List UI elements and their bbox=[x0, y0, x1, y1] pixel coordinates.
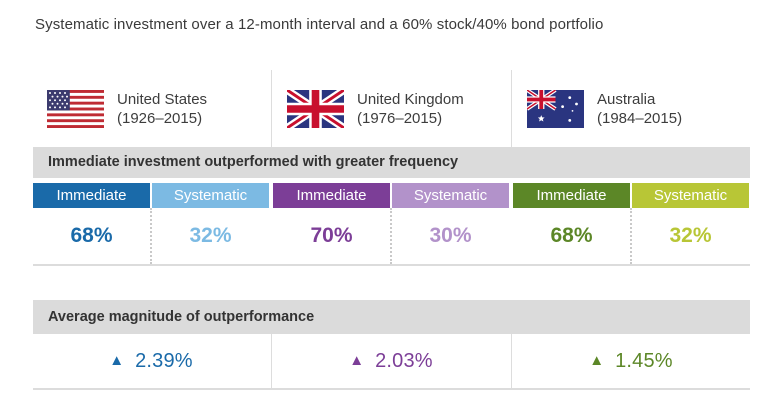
up-triangle-icon: ▲ bbox=[109, 351, 125, 369]
us-immediate-header: Immediate bbox=[33, 183, 150, 208]
country-name: Australia bbox=[597, 90, 656, 108]
column-divider bbox=[269, 334, 273, 388]
up-triangle-icon: ▲ bbox=[589, 351, 605, 369]
uk-immediate-value: 70% bbox=[310, 224, 353, 247]
uk-systematic-header: Systematic bbox=[392, 183, 509, 208]
column-divider bbox=[269, 70, 273, 147]
comparison-table: United States (1926–2015) United Kingdom… bbox=[33, 70, 750, 390]
magnitude-values-row: ▲ 2.39% ▲ 2.03% ▲ 1.45% bbox=[33, 334, 750, 390]
au-systematic-value: 32% bbox=[630, 208, 749, 264]
country-period: (1976–2015) bbox=[357, 109, 443, 127]
uk-frequency-values: 70% 30% bbox=[273, 208, 509, 264]
country-period: (1984–2015) bbox=[597, 109, 683, 127]
uk-column-headers: Immediate Systematic bbox=[273, 183, 509, 208]
uk-magnitude-value: 2.03% bbox=[375, 349, 433, 372]
column-divider bbox=[509, 334, 513, 388]
australia-flag-icon bbox=[527, 89, 584, 128]
country-name: United Kingdom bbox=[357, 90, 464, 108]
us-systematic-header: Systematic bbox=[152, 183, 269, 208]
country-label-us: United States (1926–2015) bbox=[117, 90, 207, 128]
country-period: (1926–2015) bbox=[117, 109, 203, 127]
country-header-uk: United Kingdom (1976–2015) bbox=[273, 70, 509, 147]
uk-magnitude: ▲ 2.03% bbox=[273, 334, 509, 388]
magnitude-section-header: Average magnitude of outperformance bbox=[33, 300, 750, 334]
us-immediate-value: 68% bbox=[70, 224, 113, 247]
au-magnitude: ▲ 1.45% bbox=[513, 334, 749, 388]
uk-flag-icon bbox=[287, 89, 344, 128]
column-divider bbox=[509, 70, 513, 147]
us-systematic-value: 32% bbox=[150, 208, 269, 264]
us-column-headers: Immediate Systematic bbox=[33, 183, 269, 208]
country-header-us: United States (1926–2015) bbox=[33, 70, 269, 147]
au-immediate-value: 68% bbox=[550, 224, 593, 247]
us-flag-icon bbox=[47, 89, 104, 128]
frequency-section-header: Immediate investment outperformed with g… bbox=[33, 147, 750, 178]
au-immediate-header: Immediate bbox=[513, 183, 630, 208]
frequency-values-row: 68% 32% 70% 30% 68% 32% bbox=[33, 208, 750, 266]
page-title: Systematic investment over a 12-month in… bbox=[35, 16, 604, 33]
up-triangle-icon: ▲ bbox=[349, 351, 365, 369]
country-label-au: Australia (1984–2015) bbox=[597, 90, 682, 128]
title-area: Systematic investment over a 12-month in… bbox=[0, 0, 768, 70]
frequency-column-headers: Immediate Systematic Immediate Systemati… bbox=[33, 183, 750, 208]
us-frequency-values: 68% 32% bbox=[33, 208, 269, 264]
uk-systematic-value: 30% bbox=[390, 208, 509, 264]
us-magnitude-value: 2.39% bbox=[135, 349, 193, 372]
country-name: United States bbox=[117, 90, 208, 108]
country-header-row: United States (1926–2015) United Kingdom… bbox=[33, 70, 750, 147]
us-magnitude: ▲ 2.39% bbox=[33, 334, 269, 388]
au-magnitude-value: 1.45% bbox=[615, 349, 673, 372]
uk-immediate-header: Immediate bbox=[273, 183, 390, 208]
country-label-uk: United Kingdom (1976–2015) bbox=[357, 90, 464, 128]
au-systematic-header: Systematic bbox=[632, 183, 749, 208]
country-header-au: Australia (1984–2015) bbox=[513, 70, 749, 147]
au-column-headers: Immediate Systematic bbox=[513, 183, 749, 208]
au-frequency-values: 68% 32% bbox=[513, 208, 749, 264]
